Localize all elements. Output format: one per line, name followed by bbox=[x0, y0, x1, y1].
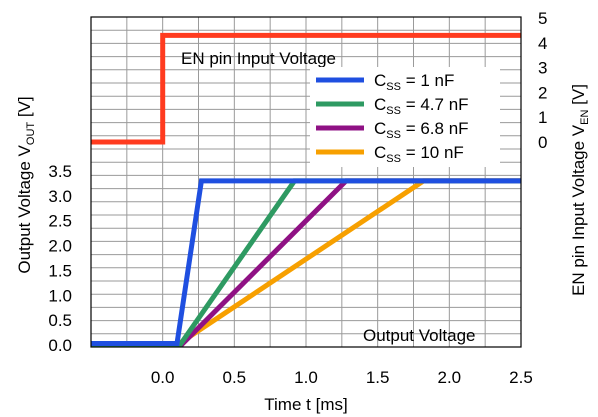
series-line bbox=[91, 32, 521, 145]
y-left-tick-label: 1.5 bbox=[48, 261, 72, 280]
y-left-tick-label: 2.0 bbox=[48, 237, 72, 256]
y-right-tick-label: 4 bbox=[538, 34, 547, 53]
series-line bbox=[91, 178, 521, 346]
y-right-tick-label: 5 bbox=[538, 9, 547, 28]
legend-label: CSS = 10 nF bbox=[374, 143, 464, 165]
grid bbox=[91, 17, 521, 347]
y-right-tick-label: 1 bbox=[538, 108, 547, 127]
output-annotation: Output Voltage bbox=[363, 326, 475, 345]
x-tick-label: 1.0 bbox=[294, 368, 318, 387]
legend-label: CSS = 6.8 nF bbox=[374, 119, 469, 141]
x-tick-label: 0.5 bbox=[223, 368, 247, 387]
en-annotation: EN pin Input Voltage bbox=[181, 49, 336, 68]
x-tick-label: 2.5 bbox=[509, 368, 533, 387]
y-left-tick-label: 3.0 bbox=[48, 187, 72, 206]
y-right-tick-label: 2 bbox=[538, 83, 547, 102]
x-tick-label: 0.0 bbox=[151, 368, 175, 387]
x-axis-label: Time t [ms] bbox=[264, 395, 347, 414]
x-tick-label: 1.5 bbox=[366, 368, 390, 387]
traces bbox=[91, 32, 521, 348]
x-tick-label: 2.0 bbox=[438, 368, 462, 387]
y-left-tick-label: 3.5 bbox=[48, 162, 72, 181]
ticks: 0.0 0.5 1.0 1.5 2.0 2.5 0.0 0.5 1.0 1.5 2.0 2.5 3.0 3… bbox=[48, 9, 547, 387]
y-right-tick-label: 0 bbox=[538, 133, 547, 152]
y-left-tick-label: 2.5 bbox=[48, 212, 72, 231]
y-left-tick-label: 1.0 bbox=[48, 286, 72, 305]
legend-label: CSS = 1 nF bbox=[374, 71, 454, 93]
y-right-tick-label: 3 bbox=[538, 59, 547, 78]
plot-frame bbox=[90, 16, 522, 348]
y-axis-label-right: EN pin Input Voltage VEN [V] bbox=[569, 84, 591, 296]
y-left-tick-label: 0.5 bbox=[48, 311, 72, 330]
legend-label: CSS = 4.7 nF bbox=[374, 95, 469, 117]
y-axis-label-left: Output Voltage VOUT [V] bbox=[15, 96, 37, 273]
y-left-tick-label: 0.0 bbox=[48, 336, 72, 355]
